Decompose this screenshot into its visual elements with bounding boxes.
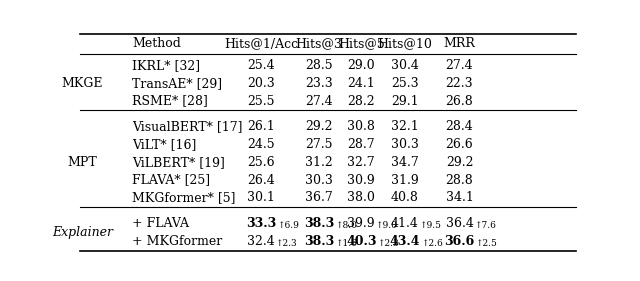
Text: + MKGformer: + MKGformer [132,235,222,248]
Text: 36.7: 36.7 [305,191,333,204]
Text: ViLT* [16]: ViLT* [16] [132,138,196,151]
Text: 34.1: 34.1 [445,191,474,204]
Text: 26.6: 26.6 [445,138,474,151]
Text: 24.5: 24.5 [247,138,275,151]
Text: 38.3: 38.3 [304,217,334,230]
Text: ↑7.6: ↑7.6 [474,221,496,230]
Text: 30.3: 30.3 [305,174,333,187]
Text: 38.0: 38.0 [348,191,375,204]
Text: Method: Method [132,37,181,50]
Text: 27.4: 27.4 [445,59,473,72]
Text: 26.1: 26.1 [247,120,275,133]
Text: + FLAVA: + FLAVA [132,217,189,230]
Text: Hits@5: Hits@5 [338,37,385,50]
Text: ↑1.6: ↑1.6 [335,239,356,248]
Text: 27.4: 27.4 [305,95,333,108]
Text: 32.7: 32.7 [348,156,375,169]
Text: VisualBERT* [17]: VisualBERT* [17] [132,120,243,133]
Text: 28.4: 28.4 [445,120,474,133]
Text: 25.5: 25.5 [247,95,275,108]
Text: 29.1: 29.1 [391,95,419,108]
Text: ViLBERT* [19]: ViLBERT* [19] [132,156,225,169]
Text: ↑8.0: ↑8.0 [335,221,356,230]
Text: 41.4: 41.4 [391,217,419,230]
Text: 20.3: 20.3 [247,77,275,90]
Text: 32.4: 32.4 [247,235,275,248]
Text: IKRL* [32]: IKRL* [32] [132,59,200,72]
Text: 28.5: 28.5 [305,59,333,72]
Text: ↑2.3: ↑2.3 [377,239,399,248]
Text: MKGE: MKGE [61,77,103,90]
Text: 27.5: 27.5 [305,138,333,151]
Text: 33.3: 33.3 [246,217,276,230]
Text: MPT: MPT [68,156,97,169]
Text: ↑2.5: ↑2.5 [475,239,497,248]
Text: 29.2: 29.2 [305,120,333,133]
Text: 29.0: 29.0 [348,59,375,72]
Text: 43.4: 43.4 [390,235,420,248]
Text: 30.1: 30.1 [247,191,275,204]
Text: FLAVA* [25]: FLAVA* [25] [132,174,210,187]
Text: 31.2: 31.2 [305,156,333,169]
Text: ↑9.5: ↑9.5 [419,221,442,230]
Text: 30.4: 30.4 [391,59,419,72]
Text: ↑2.6: ↑2.6 [420,239,442,248]
Text: 32.1: 32.1 [391,120,419,133]
Text: 31.9: 31.9 [391,174,419,187]
Text: TransAE* [29]: TransAE* [29] [132,77,222,90]
Text: 28.8: 28.8 [445,174,474,187]
Text: 28.7: 28.7 [348,138,375,151]
Text: 30.9: 30.9 [348,174,375,187]
Text: ↑2.3: ↑2.3 [275,239,297,248]
Text: 38.3: 38.3 [304,235,334,248]
Text: RSME* [28]: RSME* [28] [132,95,208,108]
Text: 25.6: 25.6 [247,156,275,169]
Text: 25.4: 25.4 [247,59,275,72]
Text: 39.9: 39.9 [348,217,375,230]
Text: 40.3: 40.3 [346,235,376,248]
Text: 36.4: 36.4 [445,217,474,230]
Text: 23.3: 23.3 [305,77,333,90]
Text: Hits@1/Acc: Hits@1/Acc [224,37,298,50]
Text: 30.3: 30.3 [391,138,419,151]
Text: 30.8: 30.8 [348,120,375,133]
Text: 34.7: 34.7 [391,156,419,169]
Text: 25.3: 25.3 [391,77,419,90]
Text: 36.6: 36.6 [444,235,475,248]
Text: 22.3: 22.3 [445,77,473,90]
Text: 26.8: 26.8 [445,95,474,108]
Text: Hits@10: Hits@10 [378,37,432,50]
Text: 40.8: 40.8 [391,191,419,204]
Text: 28.2: 28.2 [348,95,375,108]
Text: 24.1: 24.1 [348,77,375,90]
Text: ↑6.9: ↑6.9 [276,221,298,230]
Text: 29.2: 29.2 [445,156,473,169]
Text: MRR: MRR [444,37,476,50]
Text: Hits@3: Hits@3 [296,37,342,50]
Text: MKGformer* [5]: MKGformer* [5] [132,191,236,204]
Text: 26.4: 26.4 [247,174,275,187]
Text: Explainer: Explainer [52,226,113,239]
Text: ↑9.0: ↑9.0 [376,221,397,230]
